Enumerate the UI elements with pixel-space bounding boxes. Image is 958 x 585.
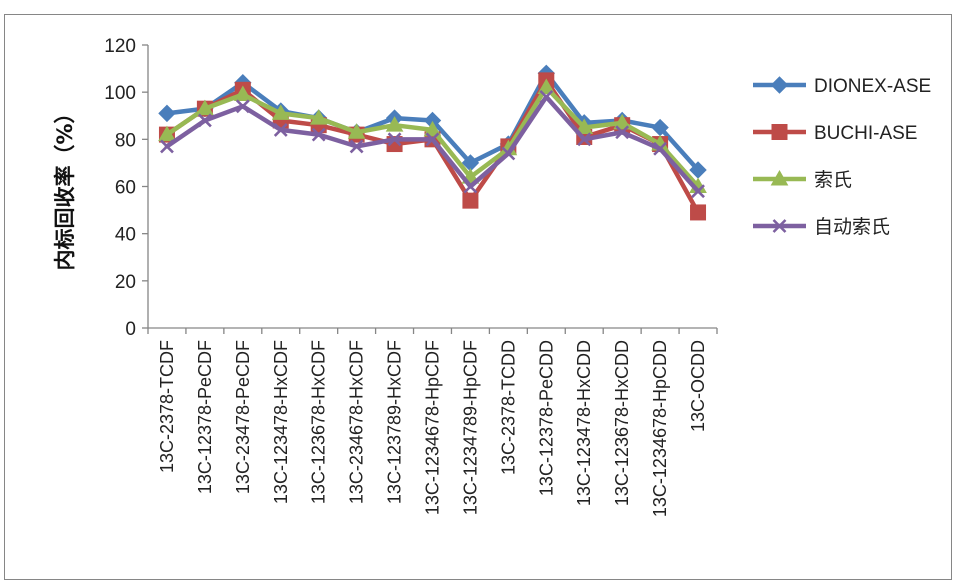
legend-entry: BUCHI-ASE [753,123,917,144]
x-tick-label: 13C-123478-HxCDF [271,340,291,504]
y-tick-label: 100 [104,83,136,104]
legend-marker [772,125,787,140]
x-tick-label: 13C-12378-PeCDD [536,340,556,496]
x-tick-label: 13C-234678-HxCDF [347,340,367,504]
x-tick-label: 13C-12378-PeCDF [195,340,215,494]
y-tick-label: 80 [115,130,136,151]
x-tick-label: 13C-2378-TCDF [157,340,177,473]
legend-entry: 索氏 [753,169,852,191]
data-point [159,105,175,121]
x-tick-label: 13C-1234789-HpCDF [460,340,480,515]
data-point [691,205,706,220]
x-tick-label: 13C-123678-HxCDF [309,340,329,504]
x-tick-label: 13C-2378-TCDD [498,340,518,475]
legend-label: 自动索氏 [814,216,890,238]
x-tick-label: 13C-1234678-HpCDD [650,340,670,517]
series-3 [159,79,706,192]
x-tick-label: 13C-123478-HxCDD [574,340,594,506]
y-tick-label: 0 [125,319,136,340]
legend-marker [772,77,788,93]
x-category-labels: 13C-2378-TCDF 13C-12378-PeCDF 13C-23478-Pe… [157,340,708,517]
data-point [463,193,478,208]
legend-label: BUCHI-ASE [814,123,917,144]
legend-label: DIONEX-ASE [814,76,931,97]
y-tick-label: 20 [115,272,136,293]
y-tick-label: 60 [115,178,136,199]
legend-entry: 自动索氏 [753,216,890,238]
x-tick-label: 13C-123678-HxCDD [612,340,632,506]
y-axis-label: 内标回收率（%） [53,102,77,270]
legend-label: 索氏 [814,169,852,191]
axes [142,45,717,334]
x-tick-label: 13C-1234678-HpCDF [423,340,443,515]
y-tick-labels: 0 20 40 60 80 100 120 [104,36,136,340]
plot-series [159,65,706,220]
y-tick-label: 120 [104,36,136,57]
legend-entry: DIONEX-ASE [753,76,931,97]
x-tick-label: 13C-23478-PeCDF [233,340,253,494]
y-tick-label: 40 [115,225,136,246]
x-tick-label: 13C-OCDD [688,340,708,432]
x-tick-label: 13C-123789-HxCDF [385,340,405,504]
